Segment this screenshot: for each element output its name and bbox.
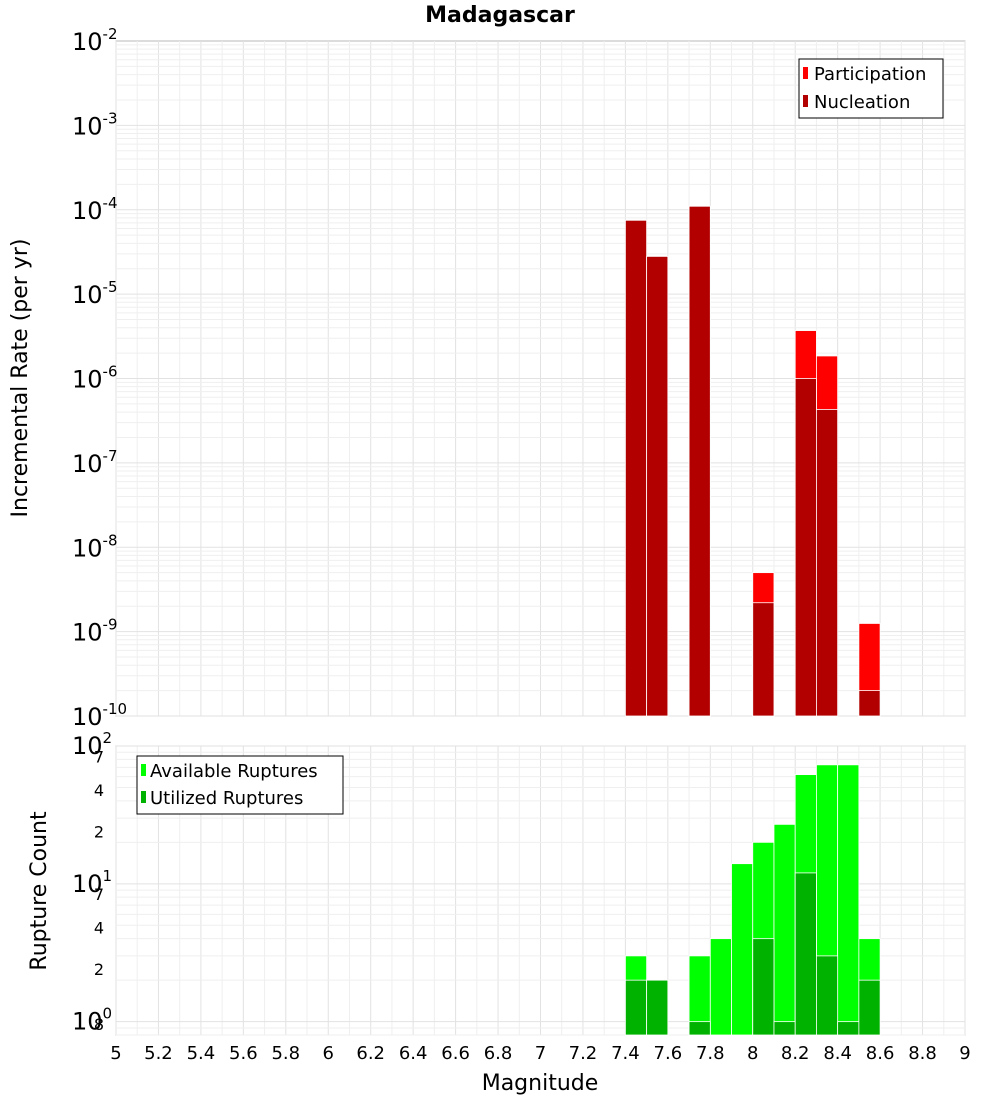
count-legend: Available Ruptures Utilized Ruptures xyxy=(136,755,344,815)
x-tick-label: 8.8 xyxy=(908,1043,937,1064)
nucleation-bar xyxy=(646,255,669,717)
rate-y-tick-label: 10-4 xyxy=(72,194,118,225)
utilized-bar xyxy=(773,1021,796,1036)
utilized-bar xyxy=(625,979,648,1036)
x-tick-label: 8.4 xyxy=(823,1043,852,1064)
x-tick-label: 5.6 xyxy=(229,1043,258,1064)
utilized-bar xyxy=(688,1021,711,1036)
legend-label-participation: Participation xyxy=(814,64,926,85)
x-axis-label: Magnitude xyxy=(482,1071,599,1096)
nucleation-bar xyxy=(688,205,711,717)
rate-legend: Participation Nucleation xyxy=(798,58,944,119)
rate-panel: 10-10 10-9 10-8 10-7 10-6 10-5 10-4 10-3 10-2 In… xyxy=(8,25,966,731)
x-tick-label: 6.4 xyxy=(399,1043,428,1064)
legend-label-available: Available Ruptures xyxy=(150,761,318,782)
legend-swatch-nucleation xyxy=(803,95,808,107)
rate-y-tick-label: 10-5 xyxy=(72,278,118,309)
x-tick-label: 7.4 xyxy=(611,1043,640,1064)
x-tick-label: 6 xyxy=(323,1043,334,1064)
x-tick-label: 6.2 xyxy=(356,1043,385,1064)
count-y-minor-tick-label: 7 xyxy=(94,885,104,904)
utilized-bar xyxy=(816,955,839,1036)
utilized-bar xyxy=(794,872,817,1036)
x-tick-label: 8.6 xyxy=(866,1043,895,1064)
available-bar xyxy=(731,863,754,1036)
rate-y-tick-label: 10-10 xyxy=(72,700,127,731)
x-tick-label: 5.8 xyxy=(271,1043,300,1064)
nucleation-bar xyxy=(858,690,881,717)
count-y-axis-label: Rupture Count xyxy=(27,811,52,971)
count-y-minor-tick-label: 4 xyxy=(94,781,104,800)
count-y-minor-tick-label: 2 xyxy=(94,960,104,979)
x-tick-label: 5.2 xyxy=(144,1043,173,1064)
x-tick-label: 7.2 xyxy=(569,1043,598,1064)
rate-y-tick-label: 10-9 xyxy=(72,616,118,647)
available-bar xyxy=(837,764,860,1036)
available-bar xyxy=(773,823,796,1036)
count-legend-box xyxy=(136,755,344,815)
nucleation-bar xyxy=(816,409,839,717)
x-tick-label: 7.6 xyxy=(654,1043,683,1064)
count-y-tick-label: 100 xyxy=(72,1005,112,1036)
x-axis-ticks: 5 5.2 5.4 5.6 5.8 6 6.2 6.4 6.6 6.8 7 7.2 7.4 7.6 7.8 8… xyxy=(110,1043,970,1064)
count-y-tick-label: 102 xyxy=(72,729,112,760)
x-tick-label: 8.2 xyxy=(781,1043,810,1064)
rate-y-ticks: 10-10 10-9 10-8 10-7 10-6 10-5 10-4 10-3 10-2 xyxy=(72,25,127,731)
legend-label-nucleation: Nucleation xyxy=(814,92,910,113)
nucleation-bar xyxy=(794,378,817,717)
nucleation-bar xyxy=(752,602,775,717)
x-tick-label: 7.8 xyxy=(696,1043,725,1064)
x-tick-label: 5.4 xyxy=(187,1043,216,1064)
utilized-bar xyxy=(837,1021,860,1036)
utilized-bar xyxy=(646,979,669,1036)
x-tick-label: 8 xyxy=(747,1043,758,1064)
legend-label-utilized: Utilized Ruptures xyxy=(150,788,303,809)
x-tick-label: 6.6 xyxy=(441,1043,470,1064)
rate-y-tick-label: 10-2 xyxy=(72,25,118,56)
count-y-minor-tick-label: 2 xyxy=(94,822,104,841)
count-y-minor-tick-label: 4 xyxy=(94,919,104,938)
chart-title: Madagascar xyxy=(425,3,575,28)
rate-y-tick-label: 10-3 xyxy=(72,109,118,140)
legend-swatch-available xyxy=(141,764,146,776)
nucleation-bar xyxy=(625,219,648,717)
rate-y-tick-label: 10-8 xyxy=(72,531,118,562)
x-tick-label: 7 xyxy=(535,1043,546,1064)
rate-y-axis-label: Incremental Rate (per yr) xyxy=(8,239,33,518)
count-y-tick-label: 101 xyxy=(72,867,112,898)
x-tick-label: 5 xyxy=(110,1043,121,1064)
count-y-ticks: 8 2 4 7 2 4 7 100 101 102 xyxy=(72,729,112,1036)
available-bar xyxy=(709,938,732,1036)
x-tick-label: 9 xyxy=(959,1043,970,1064)
rate-bars xyxy=(625,205,881,717)
rate-y-tick-label: 10-6 xyxy=(72,363,118,394)
x-tick-label: 6.8 xyxy=(484,1043,513,1064)
utilized-bar xyxy=(752,938,775,1036)
utilized-bar xyxy=(858,979,881,1036)
legend-swatch-participation xyxy=(803,67,808,79)
rate-legend-box xyxy=(798,58,944,119)
count-y-minor-tick-label: 7 xyxy=(94,747,104,766)
count-y-minor-tick-label: 8 xyxy=(94,1015,104,1034)
rate-y-tick-label: 10-7 xyxy=(72,447,118,478)
count-panel: 8 2 4 7 2 4 7 100 101 102 5 5.2 5.4 5.6 5.8 6 6.2 6.4 6.6… xyxy=(27,729,971,1096)
count-bars xyxy=(625,764,881,1036)
legend-swatch-utilized xyxy=(141,791,146,803)
